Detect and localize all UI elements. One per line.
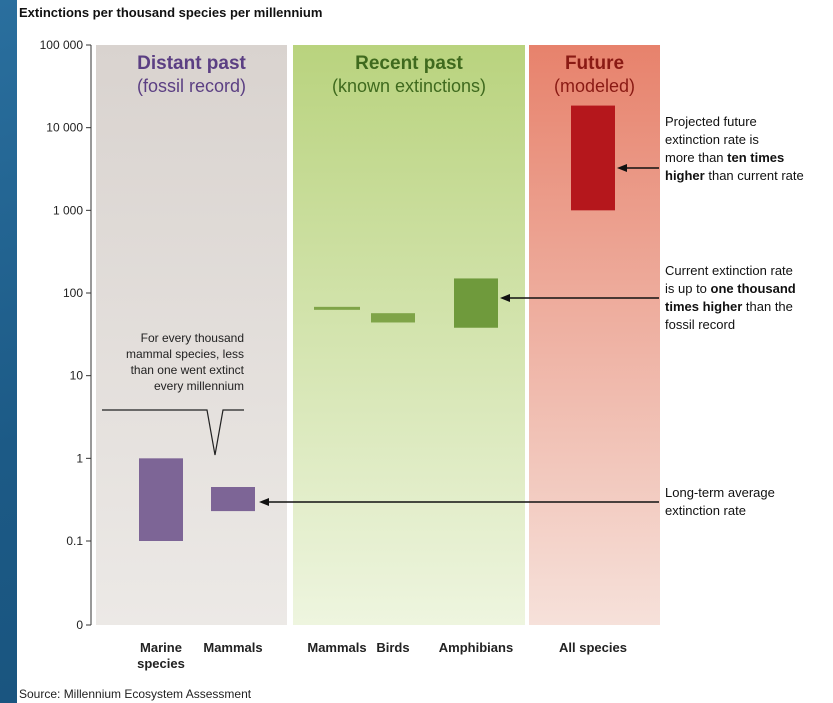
arrow-longterm-head bbox=[259, 498, 269, 506]
category-label: species bbox=[137, 656, 185, 671]
note-callout-line bbox=[102, 409, 244, 456]
category-label: Marine bbox=[140, 640, 182, 655]
range-bar bbox=[454, 278, 498, 328]
arrow-current-head bbox=[500, 294, 510, 302]
source-label: Source: Millennium Ecosystem Assessment bbox=[19, 687, 252, 701]
mammal-note: than one went extinct bbox=[131, 363, 245, 377]
panel-subtitle: (modeled) bbox=[554, 76, 635, 96]
panel-subtitle: (fossil record) bbox=[137, 76, 246, 96]
range-bar bbox=[571, 105, 615, 211]
y-tick-label: 10 000 bbox=[46, 121, 83, 135]
panel-title: Future bbox=[565, 53, 624, 74]
range-bar bbox=[314, 306, 360, 310]
y-tick-label: 100 bbox=[63, 286, 83, 300]
mammal-note: For every thousand bbox=[141, 331, 244, 345]
y-tick-label: 0 bbox=[76, 618, 83, 632]
category-label: All species bbox=[559, 640, 627, 655]
chart-frame: Extinctions per thousand species per mil… bbox=[17, 0, 833, 703]
category-label: Mammals bbox=[307, 640, 366, 655]
category-label: Birds bbox=[376, 640, 409, 655]
chart: Extinctions per thousand species per mil… bbox=[19, 5, 804, 701]
range-bar bbox=[371, 313, 415, 323]
y-tick-label: 10 bbox=[70, 369, 84, 383]
y-tick-label: 100 000 bbox=[40, 38, 84, 52]
range-bar bbox=[211, 487, 255, 512]
arrow-future-head bbox=[617, 164, 627, 172]
y-tick-label: 0.1 bbox=[66, 534, 83, 548]
annotation-future: Projected future extinction rate is more t… bbox=[665, 114, 804, 183]
mammal-note: every millennium bbox=[154, 379, 244, 393]
panel-title: Distant past bbox=[137, 53, 246, 74]
category-label: Amphibians bbox=[439, 640, 513, 655]
annotation-longterm: Long-term average extinction rate bbox=[665, 485, 775, 518]
panel-subtitle: (known extinctions) bbox=[332, 76, 486, 96]
mammal-note: mammal species, less bbox=[126, 347, 244, 361]
annotation-current: Current extinction rate is up to one thou… bbox=[665, 263, 796, 332]
y-tick-label: 1 bbox=[76, 451, 83, 465]
panel-title: Recent past bbox=[355, 53, 463, 74]
panel-background bbox=[293, 45, 525, 625]
y-tick-label: 1 000 bbox=[53, 203, 83, 217]
chart-title: Extinctions per thousand species per mil… bbox=[19, 5, 322, 20]
category-label: Mammals bbox=[203, 640, 262, 655]
panel-background bbox=[96, 45, 287, 625]
range-bar bbox=[139, 458, 183, 541]
